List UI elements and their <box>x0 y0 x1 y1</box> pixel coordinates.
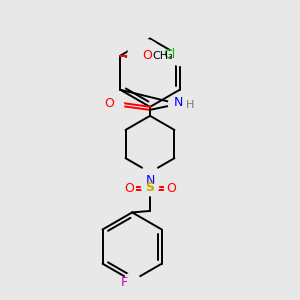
Text: O: O <box>124 182 134 195</box>
Text: S: S <box>146 181 154 194</box>
Circle shape <box>128 39 160 72</box>
Circle shape <box>142 164 158 180</box>
Text: Cl: Cl <box>163 48 175 61</box>
Text: CH₃: CH₃ <box>152 51 173 61</box>
Text: N: N <box>145 174 155 187</box>
Text: F: F <box>121 276 128 289</box>
Text: O: O <box>104 98 114 110</box>
Text: O: O <box>166 182 176 195</box>
Circle shape <box>168 94 188 114</box>
Circle shape <box>108 98 124 113</box>
Text: O: O <box>143 49 153 62</box>
Text: N: N <box>173 96 183 109</box>
Circle shape <box>124 273 140 289</box>
Circle shape <box>170 46 189 65</box>
Circle shape <box>142 179 158 196</box>
Text: H: H <box>186 100 194 110</box>
